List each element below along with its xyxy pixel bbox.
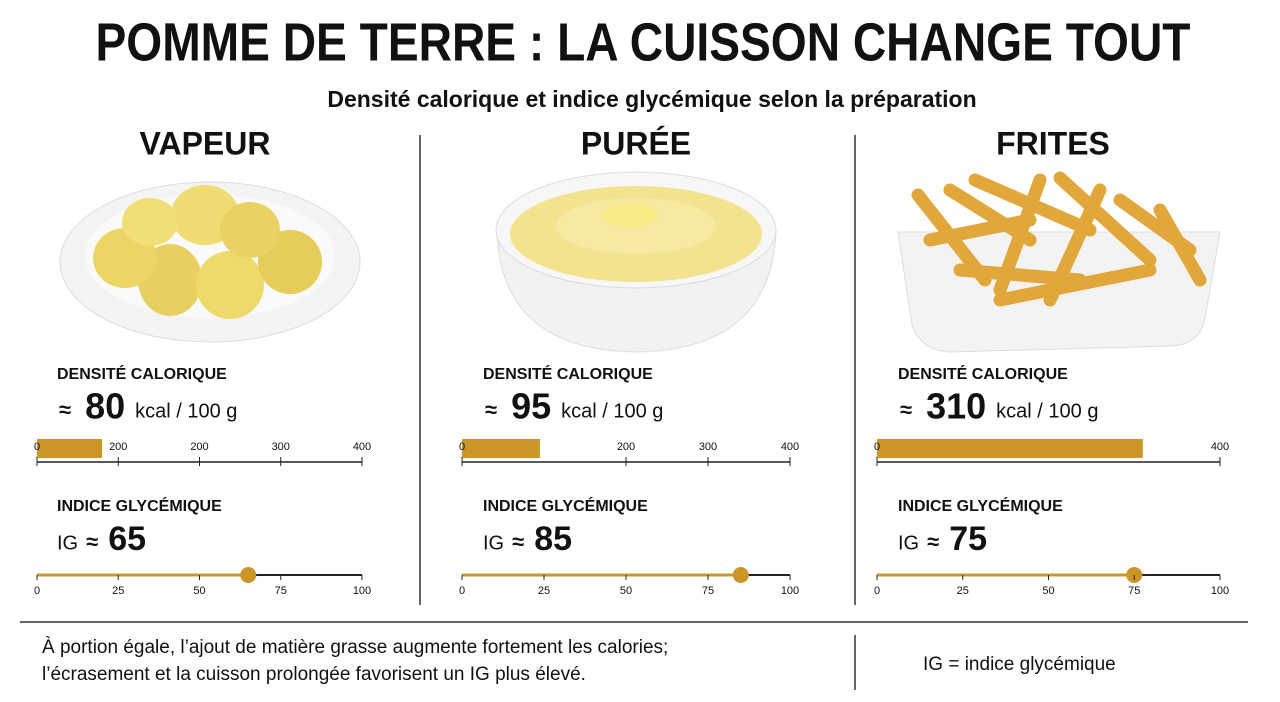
tick-label: 200: [109, 441, 127, 453]
tick-label: 100: [353, 585, 371, 597]
subtitle: Densité calorique et indice glycémique s…: [327, 86, 976, 112]
tick-label: 75: [702, 585, 714, 597]
tick-label: 300: [272, 441, 290, 453]
calorie-value: 95: [511, 386, 551, 427]
tick-label: 0: [34, 441, 40, 453]
calorie-value: 80: [85, 386, 125, 427]
approx-sign: ≈: [59, 397, 71, 422]
steamed-potatoes-illustration: [59, 181, 361, 343]
tick-label: 25: [112, 585, 124, 597]
gi-prefix: IG: [898, 532, 919, 554]
tick-label: 0: [459, 585, 465, 597]
approx-sign: ≈: [927, 529, 939, 554]
tick-label: 0: [874, 441, 880, 453]
metric-label: INDICE GLYCÉMIQUE: [483, 496, 648, 515]
approx-sign: ≈: [485, 397, 497, 422]
tick-label: 200: [617, 441, 635, 453]
gi-value: 75: [949, 520, 987, 558]
gi-value: 65: [108, 520, 146, 558]
fries-illustration: [897, 171, 1221, 353]
tick-label: 0: [34, 585, 40, 597]
calorie-unit: kcal / 100 g: [561, 400, 663, 422]
footer-legend: IG = indice glycémique: [923, 654, 1116, 675]
calorie-unit: kcal / 100 g: [996, 400, 1098, 422]
metric-label: INDICE GLYCÉMIQUE: [898, 496, 1063, 515]
tick-label: 300: [699, 441, 717, 453]
panel-heading: FRITES: [996, 125, 1110, 161]
tick-label: 25: [957, 585, 969, 597]
footer-note: l’écrasement et la cuisson prolongée fav…: [42, 664, 586, 685]
tick-label: 200: [190, 441, 208, 453]
approx-sign: ≈: [900, 397, 912, 422]
tick-label: 50: [1042, 585, 1054, 597]
gi-marker: [732, 567, 749, 583]
tick-label: 400: [781, 441, 799, 453]
mashed-potatoes-illustration: [495, 171, 777, 353]
tick-label: 100: [1211, 585, 1229, 597]
title: POMME DE TERRE : LA CUISSON CHANGE TOUT: [96, 12, 1191, 72]
panel-heading: PURÉE: [581, 125, 691, 161]
tick-label: 75: [1128, 585, 1140, 597]
calorie-bar: [877, 439, 1143, 458]
panel-heading: VAPEUR: [140, 125, 271, 161]
metric-label: DENSITÉ CALORIQUE: [483, 364, 653, 383]
gi-marker: [240, 567, 257, 583]
tick-label: 50: [193, 585, 205, 597]
tick-label: 100: [781, 585, 799, 597]
approx-sign: ≈: [86, 529, 98, 554]
gi-prefix: IG: [57, 532, 78, 554]
tick-label: 0: [459, 441, 465, 453]
tick-label: 0: [874, 585, 880, 597]
calorie-value: 310: [926, 386, 986, 427]
approx-sign: ≈: [512, 529, 524, 554]
metric-label: DENSITÉ CALORIQUE: [57, 364, 227, 383]
gi-prefix: IG: [483, 532, 504, 554]
tick-label: 25: [538, 585, 550, 597]
footer-note: À portion égale, l’ajout de matière gras…: [42, 637, 668, 658]
calorie-bar: [462, 439, 540, 458]
metric-label: INDICE GLYCÉMIQUE: [57, 496, 222, 515]
calorie-unit: kcal / 100 g: [135, 400, 237, 422]
tick-label: 75: [275, 585, 287, 597]
gi-value: 85: [534, 520, 572, 558]
tick-label: 400: [353, 441, 371, 453]
calorie-bar: [37, 439, 102, 458]
tick-label: 50: [620, 585, 632, 597]
metric-label: DENSITÉ CALORIQUE: [898, 364, 1068, 383]
tick-label: 400: [1211, 441, 1229, 453]
